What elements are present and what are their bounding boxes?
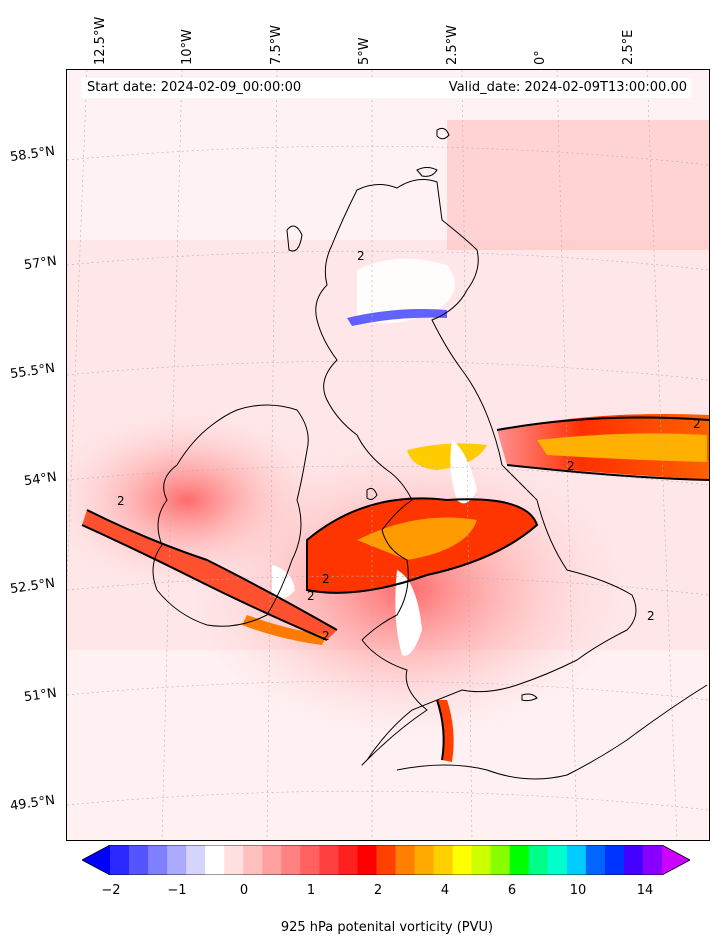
coast-shetland (436, 127, 450, 140)
cb-tick-10: 10 (569, 883, 587, 898)
coast-orkney (416, 167, 438, 177)
coast-great-britain (315, 179, 637, 766)
start-date-text: Start date: 2024-02-09_00:00:00 (87, 80, 302, 95)
pv-contour-central (306, 497, 539, 594)
lat-label-52-5n: 52.5°N (9, 575, 56, 598)
colorbar-segment (376, 845, 397, 875)
coast-hebrides (286, 225, 303, 252)
pv-scotland-white-patch (357, 258, 455, 324)
colorbar-segment (623, 845, 644, 875)
pv-wales-white-patch (395, 570, 422, 656)
lon-label-5w: 5°W (357, 37, 372, 65)
lon-label-2-5e: 2.5°E (621, 29, 636, 65)
coast-france (396, 684, 708, 780)
pv-field-map: 2 2 2 2 2 2 2 2 (67, 70, 709, 840)
colorbar-segment (471, 845, 492, 875)
colorbar-segment (490, 845, 511, 875)
coast-ireland (152, 404, 309, 627)
pv-band-west (82, 510, 337, 640)
colorbar-segment (338, 845, 358, 875)
cb-tick-14: 14 (636, 883, 654, 898)
colorbar-segment (357, 845, 377, 875)
colorbar-segment (433, 845, 454, 875)
colorbar-segment (509, 845, 530, 875)
colorbar-segment (186, 845, 206, 875)
colorbar-segment (547, 845, 568, 875)
colorbar-segment (243, 845, 263, 875)
colorbar-segment (262, 845, 282, 875)
lat-label-54n: 54°N (23, 469, 58, 490)
date-header: Start date: 2024-02-09_00:00:00 Valid_da… (81, 78, 691, 98)
colorbar-segment (319, 845, 339, 875)
pv-contour-west (86, 509, 338, 631)
contour-label-east: 2 (693, 417, 701, 431)
colorbar-segment (566, 845, 587, 875)
colorbar-segment (129, 845, 149, 875)
pv-contour-west-lower (81, 524, 328, 641)
contour-label-west: 2 (117, 494, 125, 508)
coast-isle-of-man (366, 487, 378, 500)
lon-label-2-5w: 2.5°W (445, 24, 460, 65)
contour-label-central: 2 (322, 572, 330, 586)
colorbar-segment (167, 845, 187, 875)
colorbar (82, 845, 690, 875)
colorbar-segment (110, 845, 130, 875)
pv-band-irish-south (242, 615, 327, 645)
colorbar-segment (604, 845, 625, 875)
colorbar-segment (281, 845, 301, 875)
map-plot-area: 2 2 2 2 2 2 2 2 (66, 69, 710, 841)
colorbar-segment (642, 845, 663, 875)
coastlines (152, 127, 708, 780)
lon-label-12-5w: 12.5°W (93, 16, 108, 65)
lat-label-55-5n: 55.5°N (9, 360, 56, 383)
colorbar-segment (205, 845, 225, 875)
pv-high-core-central (357, 517, 477, 560)
pv-contour-east (496, 416, 709, 431)
colorbar-segment (585, 845, 606, 875)
colorbar-segment (528, 845, 549, 875)
pv-east-band (447, 120, 709, 250)
colorbar-label: 925 hPa potenital vorticity (PVU) (280, 920, 494, 935)
contour-label-scotland: 2 (357, 249, 365, 263)
lat-label-49-5n: 49.5°N (9, 792, 56, 815)
cb-tick-neg2: −2 (101, 883, 121, 898)
pv-contour-east-lower (506, 464, 709, 481)
colorbar-segment (414, 845, 435, 875)
graticule (67, 70, 709, 840)
lon-label-10w: 10°W (180, 29, 195, 65)
lon-label-7-5w: 7.5°W (269, 24, 284, 65)
cb-tick-1: 1 (306, 883, 316, 898)
pv-contour-channel (436, 699, 445, 761)
colorbar-segment (395, 845, 416, 875)
cb-tick-2: 2 (373, 883, 383, 898)
cb-tick-6: 6 (507, 883, 517, 898)
pv-pennine-white-patch (450, 440, 477, 504)
colorbar-segment (148, 845, 168, 875)
cb-tick-0: 0 (239, 883, 249, 898)
contour-label-wales: 2 (322, 629, 330, 643)
colorbar-segment (224, 845, 244, 875)
contour-label-irish: 2 (307, 589, 315, 603)
cb-tick-neg1: −1 (167, 883, 187, 898)
colorbar-extend-high (662, 845, 690, 875)
colorbar-extend-low (82, 845, 110, 875)
colorbar-segment (452, 845, 473, 875)
coast-isle-of-wight (521, 693, 538, 702)
lat-label-51n: 51°N (23, 685, 58, 706)
lon-label-0: 0° (533, 50, 548, 65)
contour-label-east-lower: 2 (567, 459, 575, 473)
colorbar-segment (300, 845, 320, 875)
cb-tick-4: 4 (440, 883, 450, 898)
lat-label-57n: 57°N (23, 253, 58, 274)
lat-label-58-5n: 58.5°N (9, 143, 56, 166)
pv-high-core-east (537, 433, 707, 462)
valid-date-text: Valid_date: 2024-02-09T13:00:00.00 (448, 80, 687, 95)
contour-label-south: 2 (647, 609, 655, 623)
pv-contours (81, 416, 709, 761)
